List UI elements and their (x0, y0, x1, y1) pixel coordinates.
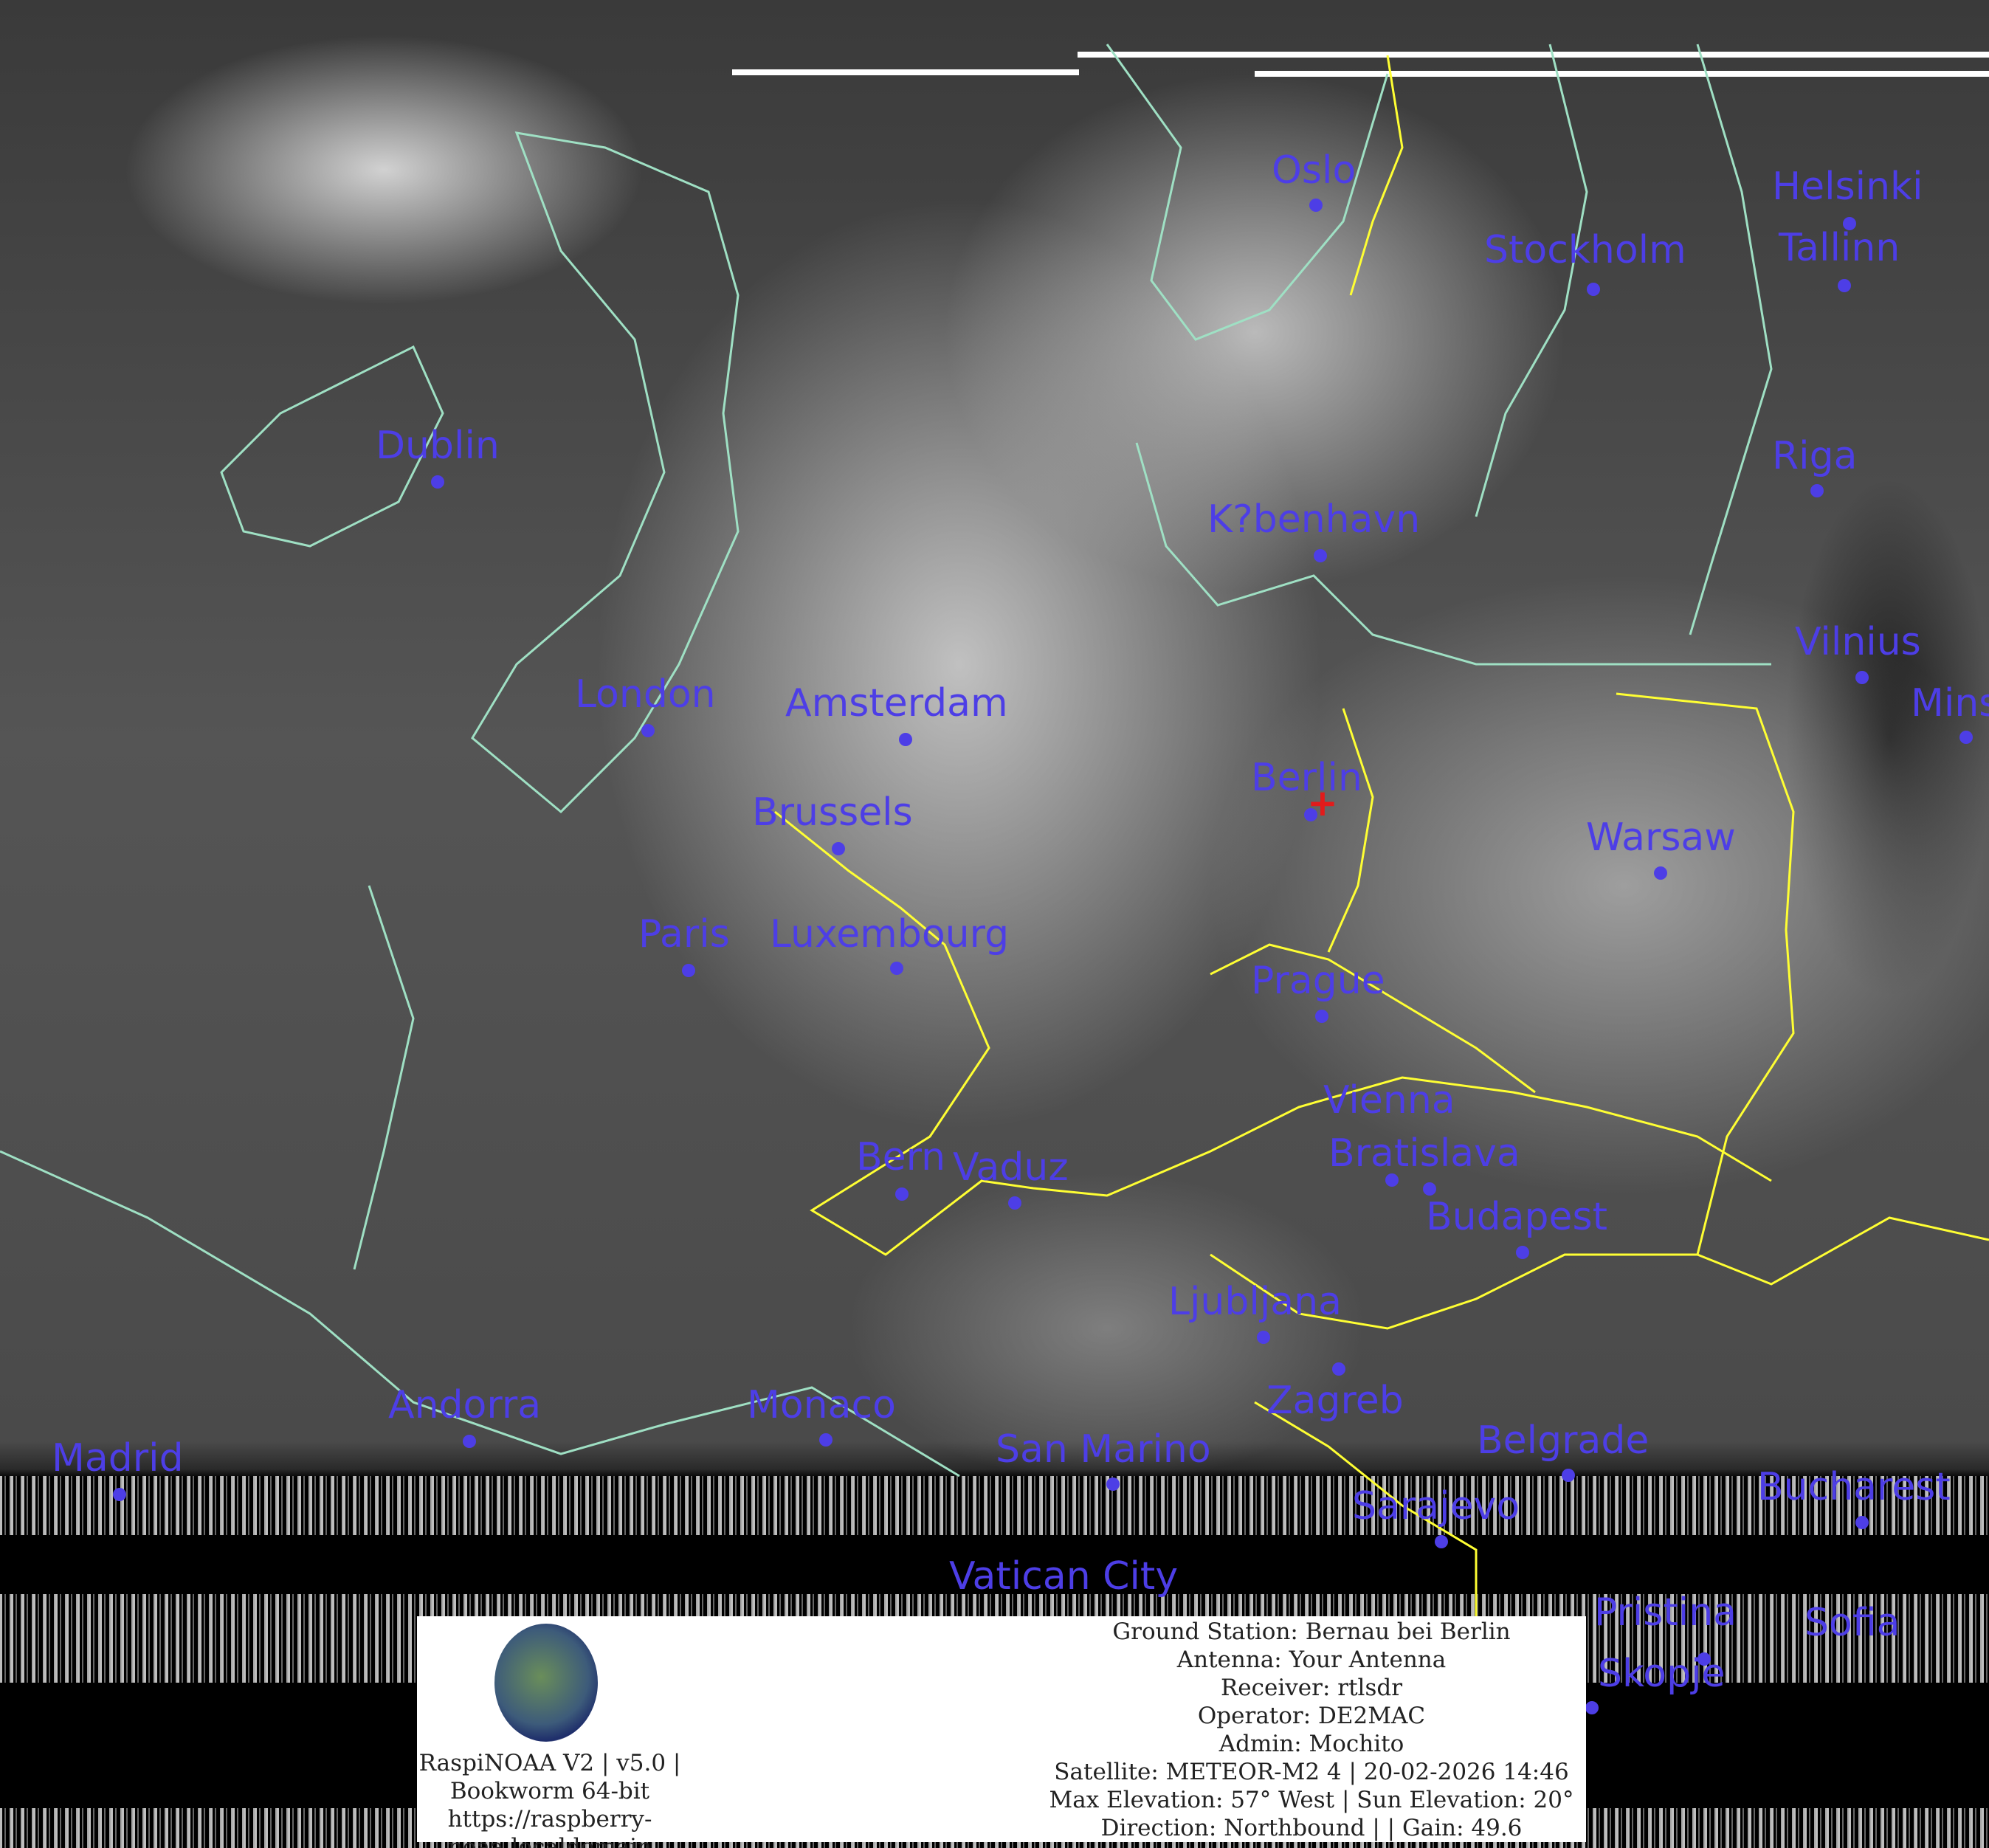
city-marker (1516, 1246, 1529, 1259)
city-marker (1855, 671, 1869, 684)
city-label-bern: Bern (856, 1135, 946, 1179)
satellite: Satellite: METEOR-M2 4 | 20-02-2026 14:4… (1054, 1759, 1569, 1785)
city-label-berlin: Berlin (1251, 756, 1362, 800)
city-marker (895, 1187, 909, 1201)
city-label-stockholm: Stockholm (1484, 228, 1686, 272)
info-panel: RaspiNOAA V2 | v5.0 | Bookworm 64-bit ht… (417, 1616, 1586, 1848)
city-label-madrid: Madrid (52, 1436, 184, 1480)
city-marker (1843, 217, 1856, 230)
antenna: Antenna: Your Antenna (1176, 1647, 1447, 1673)
city-marker (1838, 279, 1851, 292)
city-marker (899, 733, 912, 746)
city-label-zagreb: Zagreb (1266, 1379, 1404, 1423)
city-marker (1314, 549, 1327, 562)
city-marker (113, 1488, 126, 1501)
city-label-dublin: Dublin (376, 424, 500, 468)
city-label-paris: Paris (638, 912, 730, 956)
coastlines (0, 44, 1773, 1478)
city-label-sofia: Sofia (1804, 1601, 1900, 1645)
city-marker (1257, 1331, 1270, 1344)
city-label-andorra: Andorra (388, 1383, 542, 1427)
city-label-bratislava: Bratislava (1328, 1131, 1520, 1176)
city-label-monaco: Monaco (747, 1383, 896, 1427)
city-label-bucharest: Bucharest (1757, 1465, 1951, 1509)
city-marker (1585, 1701, 1599, 1714)
direction-gain: Direction: Northbound | | Gain: 49.6 (1100, 1815, 1523, 1841)
receiver: Receiver: rtlsdr (1220, 1675, 1403, 1701)
scan-line (1078, 52, 1989, 58)
admin: Admin: Mochito (1218, 1731, 1404, 1757)
city-marker (1315, 1010, 1328, 1023)
black-band (0, 1535, 1989, 1594)
city-label-prague: Prague (1251, 959, 1385, 1003)
city-label-helsinki: Helsinki (1772, 165, 1923, 209)
city-label-tallinn: Tallinn (1779, 226, 1900, 270)
ground-station-cross-icon: + (1307, 782, 1338, 824)
city-label-copenhagen: K?benhavn (1207, 497, 1421, 542)
city-label-pristina: Pristina (1594, 1590, 1737, 1635)
city-marker (1435, 1535, 1448, 1548)
scan-line (1255, 71, 1989, 77)
city-marker (1810, 484, 1824, 497)
city-marker (682, 964, 695, 977)
software-version: RaspiNOAA V2 | v5.0 | (418, 1750, 681, 1776)
city-label-vatican-city: Vatican City (949, 1554, 1179, 1599)
city-marker (1106, 1478, 1120, 1491)
country-borders (774, 55, 1989, 1661)
city-label-belgrade: Belgrade (1477, 1418, 1650, 1463)
city-label-ljubljana: Ljubljana (1168, 1280, 1342, 1324)
city-marker (1304, 808, 1317, 821)
raspinoaa-logo (494, 1624, 598, 1742)
city-marker (1562, 1469, 1575, 1482)
city-marker (1959, 731, 1973, 744)
city-label-vienna: Vienna (1323, 1078, 1455, 1123)
city-marker (641, 724, 655, 737)
city-label-sarajevo: Sarajevo (1352, 1484, 1520, 1528)
noise-band (0, 1476, 1989, 1535)
city-marker (1385, 1173, 1399, 1187)
os-version: Bookworm 64-bit (449, 1778, 650, 1804)
url-line-2: noaa.localdomain (447, 1834, 652, 1848)
city-marker (832, 842, 845, 855)
elevation: Max Elevation: 57° West | Sun Elevation:… (1049, 1787, 1574, 1813)
city-marker (819, 1433, 833, 1447)
city-label-budapest: Budapest (1426, 1195, 1607, 1239)
city-marker (1309, 199, 1323, 212)
city-marker (1697, 1652, 1711, 1666)
city-label-riga: Riga (1772, 434, 1858, 478)
city-label-minsk: Mins (1911, 681, 1989, 725)
city-label-vilnius: Vilnius (1795, 620, 1921, 664)
pass-info: Ground Station: Bernau bei Berlin Antenn… (1037, 1618, 1586, 1842)
city-label-luxembourg: Luxembourg (770, 912, 1010, 956)
city-label-london: London (575, 672, 716, 717)
city-label-san-marino: San Marino (996, 1427, 1211, 1472)
city-label-warsaw: Warsaw (1586, 816, 1736, 860)
city-label-vaduz: Vaduz (953, 1145, 1069, 1190)
city-marker (463, 1435, 476, 1448)
city-label-skopje: Skopje (1598, 1652, 1726, 1696)
city-marker (1587, 283, 1600, 296)
operator: Operator: DE2MAC (1197, 1703, 1426, 1729)
city-label-brussels: Brussels (752, 790, 913, 835)
scan-line (732, 69, 1079, 75)
city-marker (1654, 866, 1667, 880)
city-marker (1855, 1516, 1869, 1529)
city-marker (431, 475, 444, 489)
ground-station: Ground Station: Bernau bei Berlin (1112, 1618, 1511, 1645)
city-marker (1008, 1196, 1021, 1210)
city-marker (1423, 1182, 1436, 1196)
city-marker (1332, 1362, 1345, 1376)
city-marker (890, 962, 903, 975)
city-label-oslo: Oslo (1272, 148, 1357, 193)
city-label-amsterdam: Amsterdam (785, 681, 1008, 725)
url-line-1: https://raspberry- (447, 1806, 652, 1833)
